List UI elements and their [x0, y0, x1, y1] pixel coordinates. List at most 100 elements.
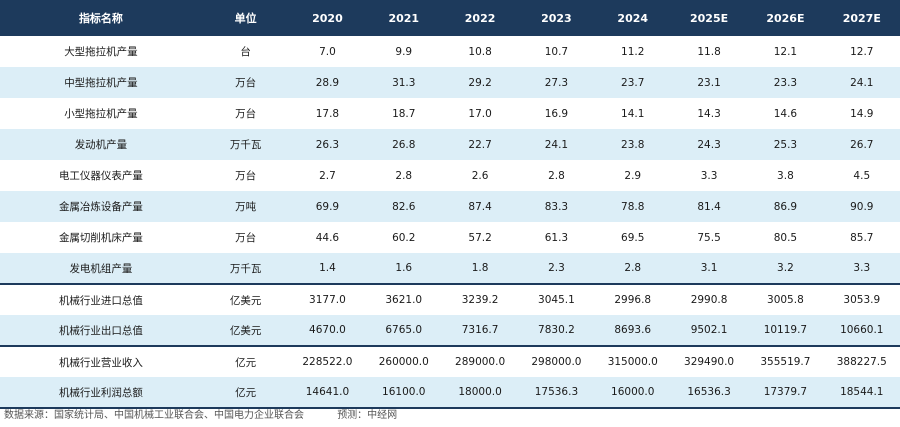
value-cell: 9502.1: [690, 324, 728, 336]
value-cell: 14.1: [621, 107, 645, 120]
value-cell: 17536.3: [518, 377, 595, 409]
table-header-row: 指标名称 单位 2020 2021 2022 2023 2024 2025E 2026E 2027…: [0, 0, 900, 36]
table-row: 金属冶炼设备产量 万吨 69.9 82.6 87.4 83.3 78.8 81.4 86.9 90…: [0, 191, 900, 222]
value-cell: 24.3: [697, 138, 721, 151]
value-cell: 24.1: [544, 138, 569, 151]
table-row: 小型拖拉机产量 万台 17.8 18.7 17.0 16.9 14.1 14.3 14.6 14.…: [0, 98, 900, 129]
value-cell: 80.5: [773, 231, 798, 244]
value-cell: 10660.1: [840, 324, 884, 336]
value-cell: 298000.0: [518, 345, 595, 377]
value-cell: 2.9: [624, 169, 642, 182]
value-cell: 10119.7: [763, 324, 808, 336]
value-cell: 26.3: [315, 138, 340, 151]
value-cell: 16100.0: [365, 377, 442, 409]
value-cell: 44.6: [315, 231, 340, 244]
value-cell: 4670.0: [309, 324, 346, 336]
value-cell: 228522.0: [289, 345, 366, 377]
value-cell: 329490.0: [670, 345, 748, 377]
value-cell: 14641.0: [289, 377, 366, 409]
value-cell: 25.3: [773, 138, 798, 151]
indicator-name: 机械行业进口总值: [0, 283, 202, 315]
table-row: 大型拖拉机产量 台 7.0 9.9 10.8 10.7 11.2 11.8 12.1 12.7: [0, 36, 900, 67]
source-note: 数据来源：国家统计局、中国机械工业联合会、中国电力企业联合会 预测：中经网: [4, 406, 427, 421]
value-cell: 2.6: [471, 169, 489, 182]
value-cell: 23.1: [697, 76, 721, 89]
value-cell: 1.4: [319, 262, 336, 274]
unit-cell: 亿美元: [229, 324, 262, 337]
source-text: 数据来源：国家统计局、中国机械工业联合会、中国电力企业联合会: [4, 410, 304, 421]
value-cell: 86.9: [773, 200, 798, 213]
table-row: 电工仪器仪表产量 万台 2.7 2.8 2.6 2.8 2.9 3.3 3.8 4.5: [0, 160, 900, 191]
value-cell: 27.3: [544, 76, 569, 89]
unit-cell: 亿元: [201, 377, 290, 409]
value-cell: 14.6: [773, 107, 798, 120]
value-cell: 6765.0: [385, 324, 423, 336]
unit-cell: 亿元: [201, 345, 290, 377]
column-header: 单位: [234, 12, 257, 25]
table-row: 金属切削机床产量 万台 44.6 60.2 57.2 61.3 69.5 75.5 80.5 85…: [0, 222, 900, 253]
indicator-name: 小型拖拉机产量: [64, 108, 138, 120]
value-cell: 2996.8: [594, 283, 671, 315]
indicator-name: 电工仪器仪表产量: [58, 170, 143, 182]
value-cell: 16.9: [544, 107, 569, 120]
value-cell: 16536.3: [670, 377, 748, 409]
value-cell: 61.3: [544, 231, 569, 244]
value-cell: 3.2: [777, 262, 794, 274]
value-cell: 60.2: [392, 231, 416, 244]
value-cell: 18.7: [392, 107, 416, 120]
value-cell: 83.3: [544, 200, 569, 213]
value-cell: 4.5: [853, 169, 871, 182]
value-cell: 2.7: [319, 169, 336, 182]
value-cell: 82.6: [392, 200, 416, 213]
forecast-text: 预测：中经网: [337, 410, 398, 421]
value-cell: 289000.0: [441, 345, 519, 377]
value-cell: 31.3: [392, 76, 416, 89]
value-cell: 3045.1: [518, 283, 595, 315]
value-cell: 12.1: [773, 45, 798, 58]
value-cell: 7.0: [319, 45, 336, 58]
value-cell: 29.2: [468, 76, 492, 89]
table-row: 机械行业营业收入 亿元 228522.0 260000.0 289000.0 298000…: [0, 345, 900, 377]
unit-cell: 亿美元: [201, 283, 290, 315]
table-row: 发动机产量 万千瓦 26.3 26.8 22.7 24.1 23.8 24.3 25.3 26.7: [0, 129, 900, 160]
value-cell: 75.5: [697, 231, 721, 244]
value-cell: 90.9: [850, 200, 874, 213]
value-cell: 3239.2: [441, 283, 519, 315]
value-cell: 11.2: [621, 45, 645, 58]
indicator-name: 机械行业出口总值: [58, 324, 143, 337]
value-cell: 260000.0: [365, 345, 442, 377]
table-row: 中型拖拉机产量 万台 28.9 31.3 29.2 27.3 23.7 23.1 23.3 24.…: [0, 67, 900, 98]
value-cell: 2.3: [548, 262, 565, 274]
table-body: 大型拖拉机产量 台 7.0 9.9 10.8 10.7 11.2 11.8 12.1 12.7 中型…: [0, 36, 900, 409]
unit-cell: 台: [240, 46, 251, 58]
table-row: 机械行业出口总值 亿美元 4670.0 6765.0 7316.7 7830.2 8693.…: [0, 315, 900, 346]
value-cell: 10.7: [544, 45, 569, 58]
value-cell: 24.1: [850, 76, 874, 89]
value-cell: 28.9: [315, 76, 340, 89]
table-row: 发电机组产量 万千瓦 1.4 1.6 1.8 2.3 2.8 3.1 3.2 3.3: [0, 253, 900, 284]
column-header: 2021: [388, 11, 420, 25]
value-cell: 18544.1: [823, 377, 900, 409]
indicator-name: 金属切削机床产量: [58, 232, 143, 244]
indicator-name: 大型拖拉机产量: [64, 46, 138, 58]
value-cell: 7830.2: [538, 324, 575, 336]
indicator-name: 金属冶炼设备产量: [58, 201, 143, 213]
value-cell: 11.8: [697, 45, 721, 58]
value-cell: 69.5: [621, 231, 645, 244]
value-cell: 26.8: [392, 138, 416, 151]
column-header: 2023: [541, 11, 572, 25]
indicator-name: 中型拖拉机产量: [64, 77, 138, 89]
unit-cell: 万千瓦: [229, 139, 262, 151]
value-cell: 388227.5: [823, 345, 900, 377]
value-cell: 3.3: [700, 169, 718, 182]
indicator-name: 机械行业利润总额: [0, 377, 202, 409]
value-cell: 2.8: [624, 262, 642, 274]
value-cell: 69.9: [315, 200, 340, 213]
value-cell: 14.9: [850, 107, 874, 120]
value-cell: 2.8: [395, 169, 413, 182]
value-cell: 3621.0: [365, 283, 442, 315]
value-cell: 355519.7: [747, 345, 824, 377]
value-cell: 3005.8: [747, 283, 824, 315]
value-cell: 22.7: [468, 138, 492, 151]
